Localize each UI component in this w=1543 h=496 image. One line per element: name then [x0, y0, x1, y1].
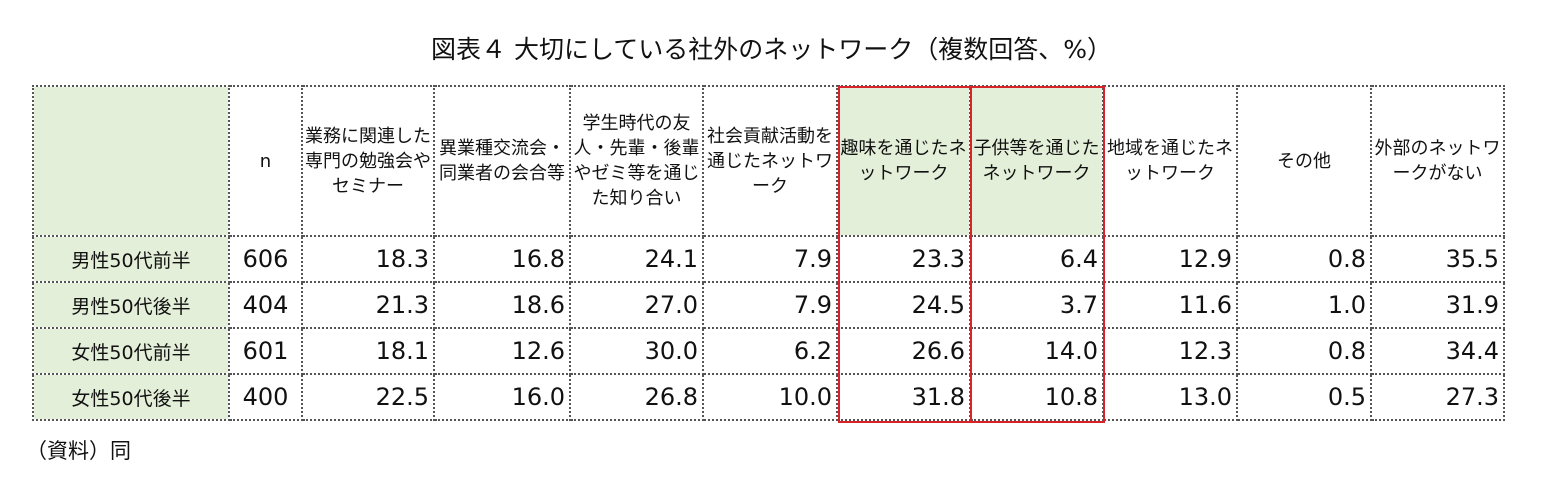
value-cell: 10.8 [969, 373, 1104, 421]
value-cell: 7.9 [702, 281, 838, 329]
value-cell: 21.3 [301, 281, 435, 329]
value-cell: 18.6 [433, 281, 571, 329]
table-row: 男性50代後半 404 21.3 18.6 27.0 7.9 24.5 3.7 … [32, 281, 1505, 329]
header-no-network: 外部のネットワークがない [1370, 85, 1505, 237]
table-row: 男性50代前半 606 18.3 16.8 24.1 7.9 23.3 6.4 … [32, 235, 1505, 283]
value-cell: 16.0 [433, 373, 571, 421]
value-cell: 12.3 [1102, 327, 1238, 375]
header-social-contribution: 社会貢献活動を通じたネットワーク [702, 85, 838, 237]
value-cell: 6.4 [969, 235, 1104, 283]
value-cell: 14.0 [969, 327, 1104, 375]
header-community-label: 地域を通じたネットワーク [1107, 138, 1233, 184]
row-label: 男性50代後半 [32, 281, 230, 329]
header-social-contribution-label: 社会貢献活動を通じたネットワーク [707, 125, 833, 197]
row-label: 男性50代前半 [32, 235, 230, 283]
source-note: （資料）同 [26, 439, 131, 463]
row-label: 女性50代前半 [32, 327, 230, 375]
header-hobby: 趣味を通じたネットワーク [836, 85, 971, 237]
value-cell: 24.1 [569, 235, 704, 283]
value-cell: 18.1 [301, 327, 435, 375]
value-cell: 18.3 [301, 235, 435, 283]
value-cell: 10.0 [702, 373, 838, 421]
value-cell: 12.6 [433, 327, 571, 375]
value-cell: 7.9 [702, 235, 838, 283]
table-row: 女性50代後半 400 22.5 16.0 26.8 10.0 31.8 10.… [32, 373, 1505, 421]
figure-title: 図表４ 大切にしている社外のネットワーク（複数回答、%） [431, 35, 1112, 64]
header-cross-industry-label: 異業種交流会・同業者の会合等 [439, 138, 565, 184]
table-row: 女性50代前半 601 18.1 12.6 30.0 6.2 26.6 14.0… [32, 327, 1505, 375]
network-survey-table: n 業務に関連した専門の勉強会やセミナー 異業種交流会・同業者の会合等 学生時代… [32, 85, 1505, 421]
value-cell: 1.0 [1236, 281, 1372, 329]
header-no-network-label: 外部のネットワークがない [1374, 138, 1501, 184]
header-corner [32, 85, 230, 237]
header-community: 地域を通じたネットワーク [1102, 85, 1238, 237]
value-cell: 16.8 [433, 235, 571, 283]
header-school-friends: 学生時代の友人・先輩・後輩やゼミ等を通じた知り合い [569, 85, 704, 237]
header-hobby-label: 趣味を通じたネットワーク [840, 138, 967, 184]
value-cell: 30.0 [569, 327, 704, 375]
sample-size-cell: 606 [228, 235, 303, 283]
header-study-seminar-label: 業務に関連した専門の勉強会やセミナー [305, 125, 431, 197]
value-cell: 6.2 [702, 327, 838, 375]
value-cell: 26.6 [836, 327, 971, 375]
value-cell: 12.9 [1102, 235, 1238, 283]
sample-size-cell: 601 [228, 327, 303, 375]
header-children-label: 子供等を通じたネットワーク [973, 138, 1100, 184]
header-other: その他 [1236, 85, 1372, 237]
header-row: n 業務に関連した専門の勉強会やセミナー 異業種交流会・同業者の会合等 学生時代… [32, 85, 1505, 237]
header-study-seminar: 業務に関連した専門の勉強会やセミナー [301, 85, 435, 237]
header-cross-industry: 異業種交流会・同業者の会合等 [433, 85, 571, 237]
header-children: 子供等を通じたネットワーク [969, 85, 1104, 237]
header-other-label: その他 [1277, 150, 1331, 172]
header-n: n [228, 85, 303, 237]
value-cell: 27.0 [569, 281, 704, 329]
value-cell: 34.4 [1370, 327, 1505, 375]
value-cell: 24.5 [836, 281, 971, 329]
value-cell: 3.7 [969, 281, 1104, 329]
sample-size-cell: 404 [228, 281, 303, 329]
value-cell: 0.8 [1236, 327, 1372, 375]
value-cell: 0.5 [1236, 373, 1372, 421]
header-school-friends-label: 学生時代の友人・先輩・後輩やゼミ等を通じた知り合い [573, 113, 700, 209]
row-label: 女性50代後半 [32, 373, 230, 421]
data-table-container: n 業務に関連した専門の勉強会やセミナー 異業種交流会・同業者の会合等 学生時代… [32, 85, 1505, 421]
value-cell: 13.0 [1102, 373, 1238, 421]
value-cell: 31.9 [1370, 281, 1505, 329]
value-cell: 31.8 [836, 373, 971, 421]
value-cell: 0.8 [1236, 235, 1372, 283]
value-cell: 26.8 [569, 373, 704, 421]
value-cell: 27.3 [1370, 373, 1505, 421]
value-cell: 11.6 [1102, 281, 1238, 329]
header-n-label: n [259, 150, 272, 172]
value-cell: 22.5 [301, 373, 435, 421]
value-cell: 23.3 [836, 235, 971, 283]
sample-size-cell: 400 [228, 373, 303, 421]
value-cell: 35.5 [1370, 235, 1505, 283]
